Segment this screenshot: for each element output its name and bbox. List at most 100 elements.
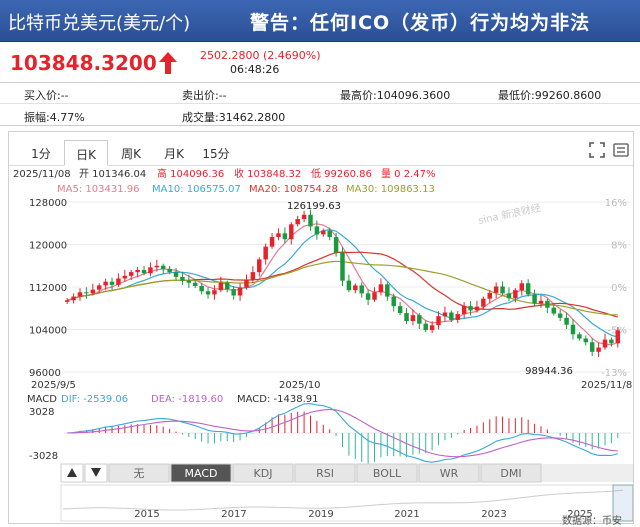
quote-time: 06:48:26 [230,63,280,76]
stats-row: 买入价:-- 卖出价:-- 最高价:104096.3600 最低价:99260.… [0,83,640,104]
candle-body [353,285,358,291]
candle-body [308,214,313,227]
next-arrow-icon[interactable] [91,468,101,477]
ohlc-open: 开 101346.04 [79,169,146,180]
candle-body [199,285,204,292]
ohlc-low: 低 99260.86 [311,167,372,180]
y-tick-label: 128000 [29,198,67,209]
timeline-year: 2017 [221,509,246,520]
candle-body [423,323,428,331]
indicator-tab-kdj[interactable]: KDJ [232,463,294,483]
candle-body [429,325,435,331]
timeline-navigator[interactable]: 2015 2017 2019 2021 2023 2025 [60,484,633,522]
candle-body [128,272,134,276]
candle-body [404,313,409,321]
stats-row: 振幅:4.77% 成交量:31462.2800 [0,105,640,126]
ma10-line [67,228,618,338]
candle-body [436,316,441,326]
candle-body [442,312,448,317]
prev-arrow-icon[interactable] [67,468,77,477]
candle-body [148,267,153,274]
candle-body [173,272,179,277]
candle-body [212,290,217,295]
tab-1min[interactable]: 1分 [31,147,51,161]
candle-body [570,324,576,335]
dea-line [67,408,618,458]
candle-body [410,315,416,321]
candle-body [269,237,275,247]
candle-body [545,300,550,308]
current-price: 103848.3200 [10,51,157,75]
period-tabs: 1分 日K 周K 月K 15分 [9,132,633,166]
svg-text:BOLL: BOLL [373,467,402,480]
candle-body [250,272,256,280]
candle-body [589,342,595,352]
candle-body [64,300,70,302]
sell-price: 卖出价:-- [182,89,227,102]
svg-text:RSI: RSI [316,467,334,480]
fullscreen-icon[interactable] [589,142,605,158]
candle-body [96,285,102,290]
tab-15min[interactable]: 15分 [202,147,230,161]
y-axis: 128000 120000 112000 104000 96000 [29,198,67,379]
svg-text:无: 无 [134,467,145,480]
candle-body [90,289,96,294]
candle-body [231,289,236,296]
stats-table: 买入价:-- 卖出价:-- 最高价:104096.3600 最低价:99260.… [0,82,640,126]
candle-body [583,338,589,343]
candle-body [122,275,128,279]
tab-weekly-k[interactable]: 周K [121,147,141,161]
indicator-tab-wr[interactable]: WR [418,463,480,483]
candle-body [538,300,544,304]
svg-text:WR: WR [440,467,459,480]
candle-body [116,278,121,285]
indicator-tab-dmi[interactable]: DMI [480,463,542,483]
ma10-label: MA10: 106575.07 [152,184,241,195]
data-source: 数据源：币安 [562,516,622,527]
indicator-tab-macd[interactable]: MACD [170,463,232,483]
candle-body [506,293,512,299]
timeline-handle[interactable] [612,484,633,522]
amplitude: 振幅:4.77% [24,111,85,124]
macd-tick-bottom: -3028 [29,451,58,462]
candle-body [295,219,300,225]
candle-body [532,294,537,304]
tab-monthly-k[interactable]: 月K [164,147,184,161]
candle-body [609,339,614,344]
ma5-label: MA5: 103431.96 [57,184,139,195]
candle-body [615,330,621,344]
settings-icon[interactable] [613,142,629,158]
candle-body [449,312,454,320]
indicator-tab-无[interactable]: 无 [108,463,170,483]
candle-body [276,233,281,238]
candlestick-chart[interactable]: 2025/11/08 开 101346.04 高 104096.36 收 103… [9,167,633,522]
candle-body [417,315,422,324]
candle-body [282,233,288,240]
candle-body [513,290,518,299]
indicator-tab-boll[interactable]: BOLL [356,463,418,483]
tab-daily-k[interactable]: 日K [64,140,108,166]
indicator-tab-rsi[interactable]: RSI [294,463,356,483]
candle-body [84,292,89,294]
candle-body [257,259,262,273]
candles [64,209,621,358]
up-arrow-icon [159,52,177,74]
chart-panel: 1分 日K 周K 月K 15分 2025/11/08 开 101346.04 高… [8,131,634,524]
candle-body [481,298,486,307]
timeline-series [62,489,624,511]
candle-body [321,230,326,235]
ma30-label: MA30: 109863.13 [346,184,435,195]
candle-body [551,307,557,314]
y-tick-label: 112000 [29,283,67,294]
candle-body [378,284,384,293]
y-tick-label: 96000 [29,368,61,379]
ma20-label: MA20: 108754.28 [249,184,338,195]
macd-value: MACD: -1438.91 [237,394,318,405]
svg-text:DMI: DMI [500,467,521,480]
candle-body [237,287,243,296]
timeline-year: 2021 [394,509,419,520]
volume: 成交量:31462.2800 [182,111,286,124]
candle-body [160,265,166,269]
quote-bar: 103848.3200 2502.2800 (2.4690%) 06:48:26 [0,42,640,82]
